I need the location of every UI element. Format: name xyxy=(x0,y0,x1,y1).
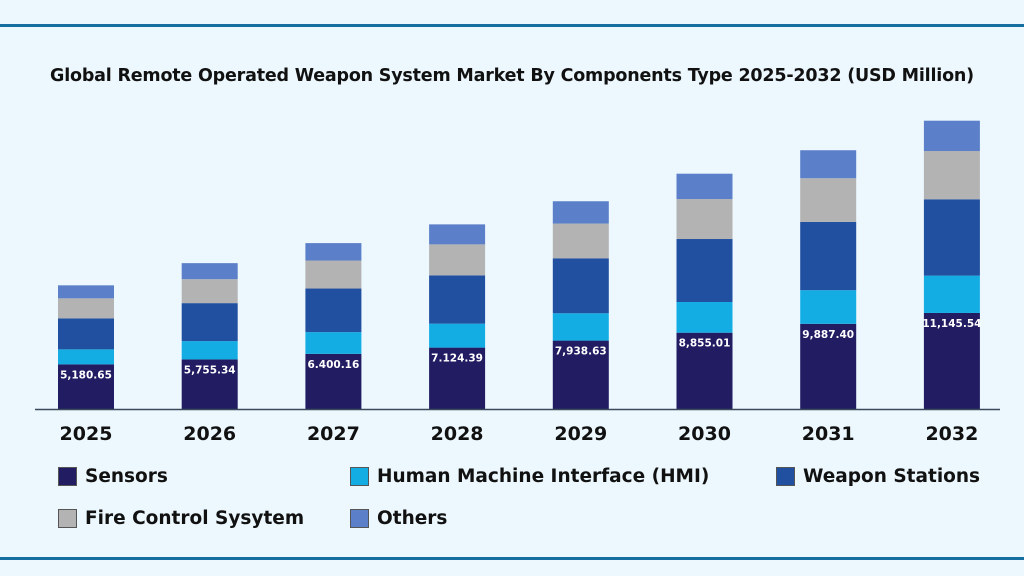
bar-segment-others-2029 xyxy=(552,201,609,224)
data-label: 5,180.65 xyxy=(60,369,112,381)
bar-segment-human-machine-interface-hmi--2027 xyxy=(305,332,362,354)
legend-item: Human Machine Interface (HMI) xyxy=(350,466,709,487)
legend-label: Fire Control Sysytem xyxy=(85,508,305,529)
bar-segment-fire-control-sysytem-2030 xyxy=(676,199,733,240)
bar-segment-sensors-2027 xyxy=(305,353,362,409)
bar-segment-others-2028 xyxy=(429,224,486,245)
bar-segment-weapon-stations-2027 xyxy=(305,288,362,333)
x-tick-label: 2027 xyxy=(307,423,360,445)
bar-segment-others-2025 xyxy=(58,285,114,299)
legend-label: Others xyxy=(377,508,448,529)
x-tick-label: 2032 xyxy=(925,423,978,445)
bar-segment-fire-control-sysytem-2027 xyxy=(305,260,362,289)
bar-segment-others-2027 xyxy=(305,243,362,261)
bar-segment-sensors-2025 xyxy=(58,364,114,409)
bar-segment-fire-control-sysytem-2031 xyxy=(800,178,857,222)
x-tick-label: 2031 xyxy=(802,423,855,445)
x-tick-label: 2025 xyxy=(60,423,113,445)
top-border-line xyxy=(0,24,1024,27)
bar-segment-fire-control-sysytem-2032 xyxy=(923,151,980,200)
bar-segment-fire-control-sysytem-2028 xyxy=(429,244,486,276)
chart-title: Global Remote Operated Weapon System Mar… xyxy=(50,66,974,86)
bar-segment-weapon-stations-2028 xyxy=(429,275,486,324)
data-label: 9,887.40 xyxy=(802,329,854,341)
x-tick-label: 2026 xyxy=(183,423,236,445)
data-label: 11,145.54 xyxy=(922,318,981,330)
legend-label: Sensors xyxy=(85,466,168,487)
bar-segment-others-2032 xyxy=(923,120,980,152)
legend-item: Others xyxy=(350,508,447,529)
bar-segment-weapon-stations-2026 xyxy=(181,303,238,342)
bar-segment-sensors-2030 xyxy=(676,332,733,409)
bar-segment-sensors-2028 xyxy=(429,347,486,409)
legend-item: Fire Control Sysytem xyxy=(58,508,304,529)
bar-segment-human-machine-interface-hmi--2029 xyxy=(552,313,609,341)
x-tick-label: 2028 xyxy=(431,423,484,445)
x-tick-label: 2029 xyxy=(554,423,607,445)
bar-segment-fire-control-sysytem-2025 xyxy=(58,298,114,319)
bottom-border-line xyxy=(0,557,1024,560)
bar-segment-human-machine-interface-hmi--2025 xyxy=(58,349,114,365)
bar-segment-weapon-stations-2030 xyxy=(676,239,733,303)
data-label: 8,855.01 xyxy=(679,338,731,350)
x-tick-label: 2030 xyxy=(678,423,731,445)
legend-swatch xyxy=(776,467,795,486)
bar-segment-fire-control-sysytem-2029 xyxy=(552,223,609,259)
legend-swatch xyxy=(58,509,77,528)
bar-segment-others-2031 xyxy=(800,150,857,179)
bar-segment-human-machine-interface-hmi--2032 xyxy=(923,275,980,313)
bar-segment-weapon-stations-2029 xyxy=(552,258,609,314)
data-label: 5,755.34 xyxy=(184,364,236,376)
bar-segment-human-machine-interface-hmi--2028 xyxy=(429,323,486,348)
bar-segment-sensors-2031 xyxy=(800,323,857,409)
bar-segment-human-machine-interface-hmi--2030 xyxy=(676,302,733,333)
bar-segment-fire-control-sysytem-2026 xyxy=(181,279,238,304)
data-label: 7,938.63 xyxy=(555,346,607,358)
bar-segment-weapon-stations-2032 xyxy=(923,199,980,276)
bar-segment-others-2026 xyxy=(181,263,238,280)
bar-segment-human-machine-interface-hmi--2026 xyxy=(181,341,238,360)
legend-item: Weapon Stations xyxy=(776,466,980,487)
legend-swatch xyxy=(58,467,77,486)
legend-label: Human Machine Interface (HMI) xyxy=(377,466,710,487)
legend-swatch xyxy=(350,467,369,486)
legend-label: Weapon Stations xyxy=(803,466,981,487)
legend-swatch xyxy=(350,509,369,528)
bar-segment-sensors-2026 xyxy=(181,359,238,409)
bar-segment-human-machine-interface-hmi--2031 xyxy=(800,290,857,324)
bar-segment-others-2030 xyxy=(676,173,733,200)
data-label: 6.400.16 xyxy=(307,359,359,371)
data-label: 7.124.39 xyxy=(431,353,483,365)
bar-segment-sensors-2029 xyxy=(552,340,609,409)
bar-segment-weapon-stations-2025 xyxy=(58,318,114,350)
bar-segment-weapon-stations-2031 xyxy=(800,221,857,291)
legend-item: Sensors xyxy=(58,466,168,487)
bar-segment-sensors-2032 xyxy=(923,312,980,409)
